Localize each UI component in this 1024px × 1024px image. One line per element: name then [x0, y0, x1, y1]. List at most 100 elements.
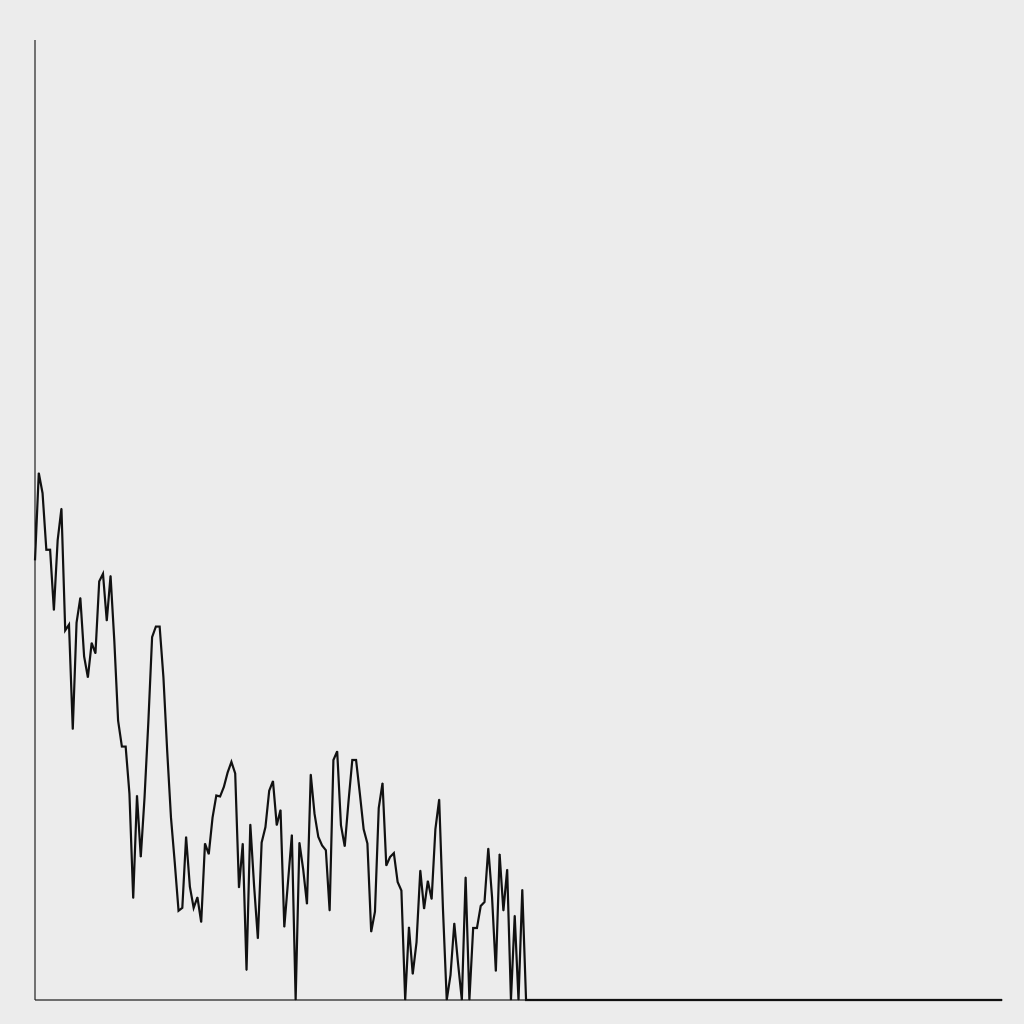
data-point — [525, 999, 527, 1001]
data-point — [242, 842, 244, 845]
data-point — [355, 759, 357, 761]
data-point — [121, 745, 123, 748]
data-point — [336, 750, 338, 752]
data-point — [279, 809, 282, 811]
data-point — [393, 852, 395, 854]
data-point — [75, 622, 78, 624]
data-point — [359, 793, 361, 795]
data-point — [306, 903, 308, 905]
data-point — [419, 869, 421, 872]
data-point — [400, 889, 402, 892]
data-point — [457, 962, 459, 965]
data-point — [431, 898, 433, 900]
data-point — [283, 926, 285, 928]
data-point — [49, 549, 51, 551]
data-point — [155, 625, 157, 628]
data-point — [151, 636, 153, 638]
data-point — [83, 655, 85, 657]
data-point — [249, 823, 251, 825]
data-point — [79, 597, 81, 599]
data-point — [113, 640, 115, 642]
data-point — [449, 974, 452, 976]
data-point — [491, 896, 493, 898]
data-point — [272, 780, 274, 782]
data-point — [381, 782, 384, 784]
data-point — [1001, 999, 1003, 1001]
data-point — [109, 575, 112, 577]
data-point — [181, 907, 183, 909]
data-point — [208, 853, 210, 855]
data-point — [438, 798, 440, 800]
data-point — [72, 728, 74, 730]
data-point — [41, 492, 44, 494]
data-point — [310, 773, 312, 776]
data-point — [234, 772, 236, 775]
data-point — [276, 824, 278, 826]
data-point — [204, 842, 206, 845]
data-point — [166, 750, 168, 752]
data-point — [94, 652, 97, 655]
data-point — [132, 897, 134, 899]
data-point — [427, 880, 429, 882]
data-point — [291, 834, 293, 836]
data-point — [223, 786, 225, 788]
data-point — [227, 771, 229, 774]
data-point — [495, 970, 497, 972]
data-point — [461, 999, 463, 1001]
data-point — [45, 549, 47, 551]
data-point — [143, 796, 146, 799]
data-point — [446, 999, 448, 1001]
data-point — [147, 721, 149, 724]
data-point — [125, 745, 127, 748]
data-point — [529, 999, 531, 1001]
data-point — [366, 842, 369, 845]
data-point — [347, 800, 350, 802]
data-point — [64, 629, 66, 632]
data-point — [363, 828, 365, 830]
data-point — [174, 862, 176, 864]
data-point — [68, 624, 70, 626]
data-point — [378, 807, 380, 809]
data-point — [128, 793, 131, 795]
data-point — [238, 887, 240, 889]
data-point — [313, 813, 316, 815]
data-point — [514, 914, 516, 917]
data-point — [476, 927, 478, 929]
data-point — [117, 720, 119, 722]
data-point — [200, 921, 202, 923]
data-point — [321, 844, 323, 847]
data-point — [264, 826, 267, 828]
data-point — [517, 999, 520, 1001]
data-point — [38, 472, 40, 474]
data-point — [298, 841, 301, 844]
data-point — [287, 880, 289, 882]
data-point — [185, 836, 187, 838]
data-point — [510, 999, 512, 1001]
data-point — [506, 868, 508, 871]
data-point — [98, 580, 100, 583]
data-point — [404, 999, 406, 1001]
data-point — [106, 620, 108, 622]
data-point — [374, 911, 376, 913]
data-point — [170, 817, 172, 819]
data-point — [177, 910, 180, 912]
data-point — [536, 999, 538, 1001]
data-point — [423, 908, 425, 910]
data-point — [140, 856, 142, 858]
data-point — [370, 931, 372, 933]
data-point — [340, 824, 342, 826]
data-point — [521, 889, 523, 891]
data-point — [499, 853, 501, 855]
data-point — [329, 910, 331, 912]
data-point — [533, 999, 535, 1001]
data-point — [465, 876, 467, 878]
data-point — [102, 573, 104, 575]
data-point — [397, 881, 399, 883]
data-points — [34, 472, 1003, 1001]
data-point — [502, 910, 504, 912]
data-point — [230, 761, 233, 763]
data-point — [389, 856, 391, 858]
data-point — [295, 999, 297, 1001]
